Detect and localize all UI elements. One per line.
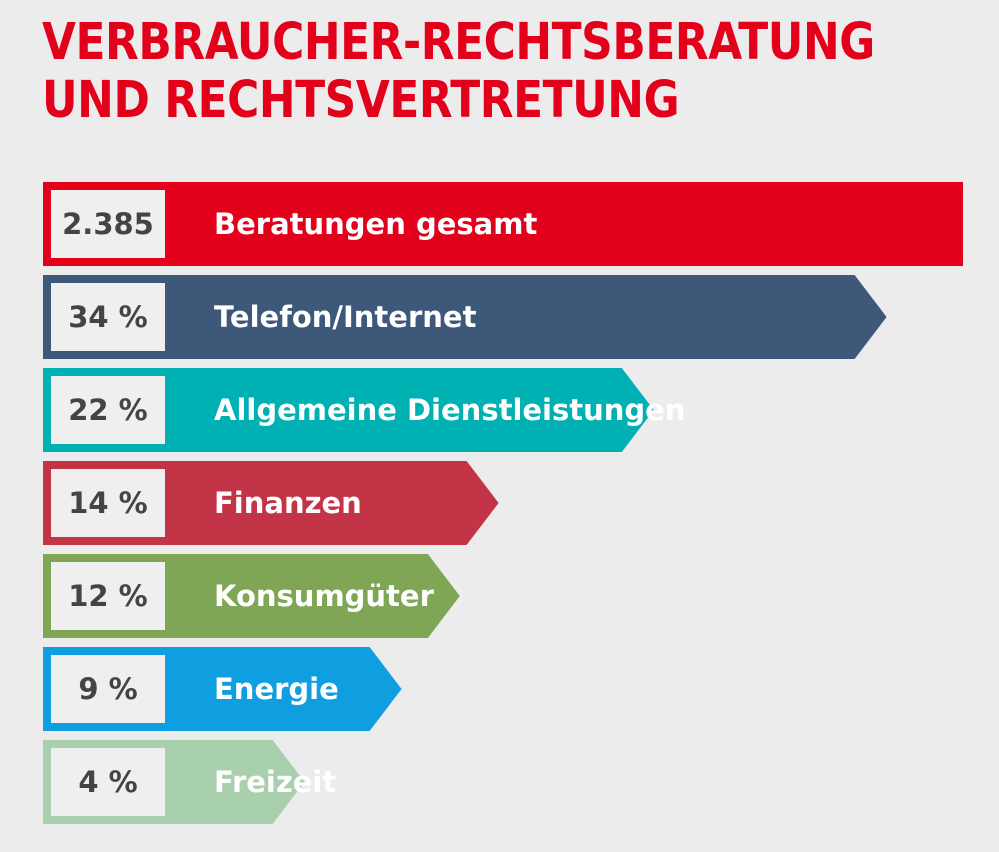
value-box-konsumg-ter	[51, 562, 165, 630]
bar-telefon-internet	[43, 275, 887, 359]
category-label-allgemeine-dienstleistungen: Allgemeine Dienstleistungen	[214, 393, 685, 427]
chart-title: VERBRAUCHER-RECHTSBERATUNG UND RECHTSVER…	[42, 14, 875, 130]
category-label-freizeit: Freizeit	[214, 765, 336, 799]
value-box-finanzen	[51, 469, 165, 537]
value-label-freizeit: 4 %	[78, 765, 137, 799]
value-label-konsumg-ter: 12 %	[68, 579, 148, 613]
value-box-total	[51, 190, 165, 258]
value-box-allgemeine-dienstleistungen	[51, 376, 165, 444]
value-box-freizeit	[51, 748, 165, 816]
value-label-allgemeine-dienstleistungen: 22 %	[68, 393, 148, 427]
category-label-telefon-internet: Telefon/Internet	[214, 300, 477, 334]
value-label-finanzen: 14 %	[68, 486, 148, 520]
chart-title-line-1: VERBRAUCHER-RECHTSBERATUNG	[42, 13, 875, 72]
bar-allgemeine-dienstleistungen	[43, 368, 654, 452]
value-box-energie	[51, 655, 165, 723]
value-label-energie: 9 %	[78, 672, 137, 706]
category-label-finanzen: Finanzen	[214, 486, 362, 520]
category-label-energie: Energie	[214, 672, 339, 706]
value-label-total: 2.385	[62, 207, 154, 241]
category-label-total: Beratungen gesamt	[214, 207, 537, 241]
value-label-telefon-internet: 34 %	[68, 300, 148, 334]
category-label-konsumg-ter: Konsumgüter	[214, 579, 435, 613]
bar-total	[43, 182, 963, 266]
value-box-telefon-internet	[51, 283, 165, 351]
chart-title-line-2: UND RECHTSVERTRETUNG	[42, 71, 680, 130]
